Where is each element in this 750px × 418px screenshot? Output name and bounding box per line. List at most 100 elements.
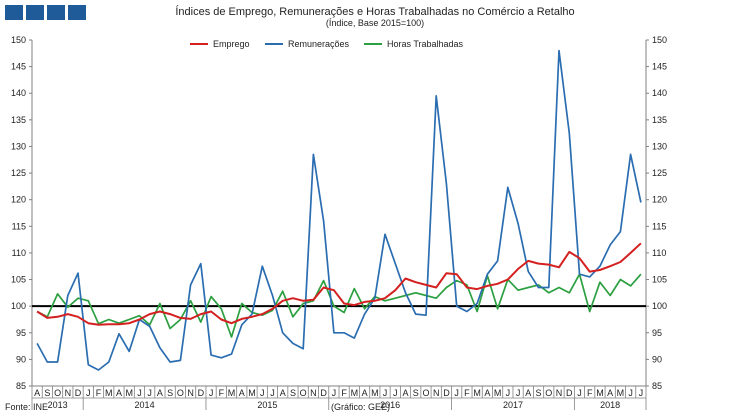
y-tick-label-left: 100	[11, 301, 26, 311]
x-month-label: J	[86, 388, 91, 398]
x-month-label: A	[157, 388, 163, 398]
x-month-label: M	[494, 388, 502, 398]
y-tick-label-left: 105	[11, 275, 26, 285]
series-lines	[36, 49, 642, 371]
x-month-label: J	[137, 388, 142, 398]
x-month-label: A	[362, 388, 368, 398]
x-month-label: J	[147, 388, 152, 398]
x-month-label: F	[219, 388, 225, 398]
x-month-label: D	[198, 388, 205, 398]
y-tick-label-left: 85	[16, 381, 26, 391]
y-tick-label-left: 150	[11, 35, 26, 45]
y-tick-label-right: 90	[652, 354, 662, 364]
y-tick-label-left: 115	[12, 221, 26, 231]
x-month-label: N	[556, 388, 563, 398]
x-month-label: D	[320, 388, 327, 398]
y-tick-label-right: 115	[652, 221, 666, 231]
x-month-label: A	[403, 388, 409, 398]
series-line-remuneracoes	[36, 49, 642, 371]
x-month-label: J	[628, 388, 633, 398]
x-year-label: 2015	[257, 400, 277, 410]
y-tick-label-right: 130	[652, 141, 667, 151]
y-tick-label-right: 100	[652, 301, 667, 311]
x-month-label: M	[473, 388, 481, 398]
chart-title: Índices de Emprego, Remunerações e Horas…	[175, 6, 575, 18]
x-month-label: D	[75, 388, 82, 398]
x-month-label: A	[280, 388, 286, 398]
y-tick-label-left: 120	[11, 195, 26, 205]
x-month-label: J	[577, 388, 582, 398]
series-line-emprego	[36, 242, 642, 326]
x-month-label: O	[545, 388, 552, 398]
x-month-label: O	[422, 388, 429, 398]
x-month-label: J	[383, 388, 388, 398]
legend: Emprego Remunerações Horas Trabalhadas	[190, 39, 464, 49]
x-month-label: J	[209, 388, 214, 398]
x-month-label: O	[177, 388, 184, 398]
y-tick-label-right: 145	[652, 62, 667, 72]
y-tick-label-right: 110	[652, 248, 666, 258]
x-month-label: O	[300, 388, 307, 398]
x-month-label: N	[310, 388, 317, 398]
x-month-label: S	[167, 388, 173, 398]
x-month-label: O	[54, 388, 61, 398]
x-month-label: J	[332, 388, 337, 398]
y-tick-label-right: 120	[652, 195, 667, 205]
y-tick-label-right: 105	[652, 275, 667, 285]
y-tick-label-right: 140	[652, 88, 667, 98]
source-note: Fonte: INE	[5, 402, 49, 412]
x-month-label: J	[454, 388, 459, 398]
x-month-label: N	[65, 388, 72, 398]
y-tick-label-right: 150	[652, 35, 667, 45]
x-month-label: F	[587, 388, 593, 398]
y-tick-label-left: 130	[11, 141, 26, 151]
y-tick-label-right: 95	[652, 328, 662, 338]
y-tick-label-left: 125	[11, 168, 26, 178]
x-month-label: J	[639, 388, 644, 398]
x-month-label: D	[566, 388, 573, 398]
series-line-horas	[36, 273, 642, 338]
legend-label-remuneracoes: Remunerações	[288, 39, 350, 49]
x-month-label: N	[433, 388, 440, 398]
x-month-label: A	[239, 388, 245, 398]
x-month-label: M	[228, 388, 236, 398]
x-year-label: 2013	[48, 400, 68, 410]
legend-label-emprego: Emprego	[213, 39, 250, 49]
x-year-label: 2017	[503, 400, 523, 410]
x-month-label: N	[187, 388, 194, 398]
x-month-label: M	[596, 388, 604, 398]
y-tick-label-left: 90	[16, 354, 26, 364]
x-year-label: 2014	[135, 400, 155, 410]
x-month-label: M	[351, 388, 359, 398]
axes: 85 85 90 90 95 95 100 100 105 105 110 110 115 115 120 1…	[11, 35, 667, 391]
y-tick-label-left: 110	[12, 248, 26, 258]
x-month-label: A	[116, 388, 122, 398]
x-month-label: M	[105, 388, 113, 398]
y-tick-label-left: 95	[16, 328, 26, 338]
x-month-label: A	[484, 388, 490, 398]
y-tick-label-left: 140	[11, 88, 26, 98]
y-tick-label-left: 145	[11, 62, 26, 72]
y-tick-label-left: 135	[11, 115, 26, 125]
x-month-label: F	[341, 388, 347, 398]
chart-subtitle: (Índice, Base 2015=100)	[325, 18, 425, 28]
legend-label-horas: Horas Trabalhadas	[387, 39, 464, 49]
x-month-label: A	[525, 388, 531, 398]
x-month-label: A	[34, 388, 40, 398]
x-month-label: M	[371, 388, 379, 398]
x-year-label: 2018	[600, 400, 620, 410]
gee-logo	[5, 5, 86, 20]
x-month-label: J	[393, 388, 398, 398]
credit-note: (Gráfico: GEE)	[331, 402, 391, 412]
x-month-label: S	[290, 388, 296, 398]
x-month-label: J	[506, 388, 511, 398]
x-month-label: D	[443, 388, 450, 398]
x-month-label: J	[260, 388, 265, 398]
x-month-label: M	[617, 388, 625, 398]
x-month-label: F	[464, 388, 470, 398]
x-month-label: M	[125, 388, 133, 398]
x-month-label: J	[516, 388, 521, 398]
x-month-label: S	[44, 388, 50, 398]
